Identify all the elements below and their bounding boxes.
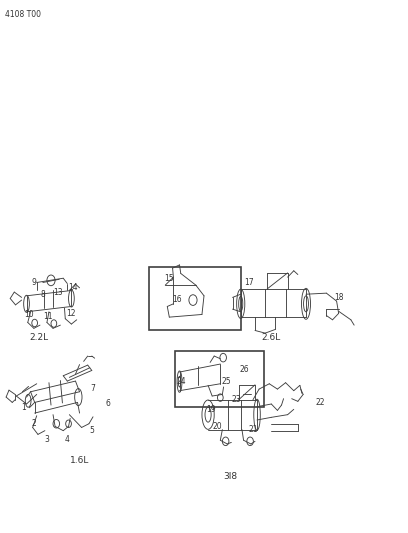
Text: 19: 19 (206, 405, 216, 414)
Text: 23: 23 (232, 395, 242, 404)
Text: 3l8: 3l8 (224, 472, 237, 481)
Text: 20: 20 (212, 422, 222, 431)
Bar (175, 351, 264, 407)
Text: 15: 15 (164, 274, 174, 283)
Text: 26: 26 (240, 365, 250, 374)
Text: 10: 10 (24, 310, 33, 319)
Text: 22: 22 (315, 399, 325, 407)
Text: 4: 4 (65, 435, 70, 444)
Bar (149, 266, 241, 330)
Text: 2.2L: 2.2L (29, 333, 48, 342)
Text: 4108 T00: 4108 T00 (5, 10, 41, 19)
Text: 2: 2 (31, 419, 36, 428)
Text: 24: 24 (177, 377, 186, 386)
Text: 16: 16 (173, 295, 182, 304)
Text: 3: 3 (44, 435, 49, 444)
Text: 13: 13 (53, 288, 63, 296)
Text: 21: 21 (248, 425, 258, 434)
Text: 18: 18 (334, 293, 344, 302)
Text: 12: 12 (67, 309, 76, 318)
Text: 9: 9 (31, 278, 36, 287)
Text: 1: 1 (21, 403, 26, 412)
Text: 14: 14 (68, 284, 78, 292)
Text: 17: 17 (244, 278, 254, 287)
Text: 6: 6 (106, 399, 111, 408)
Text: 1.6L: 1.6L (70, 456, 89, 465)
Text: 11: 11 (43, 312, 53, 321)
Text: 7: 7 (91, 384, 95, 392)
Text: 2.6L: 2.6L (262, 333, 281, 342)
Text: 5: 5 (89, 426, 94, 435)
Text: 8: 8 (40, 290, 45, 298)
Text: 25: 25 (222, 377, 231, 386)
